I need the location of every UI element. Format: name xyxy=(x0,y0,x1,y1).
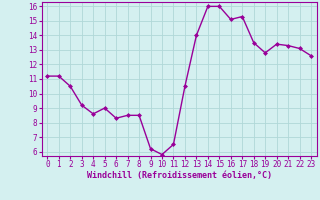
X-axis label: Windchill (Refroidissement éolien,°C): Windchill (Refroidissement éolien,°C) xyxy=(87,171,272,180)
